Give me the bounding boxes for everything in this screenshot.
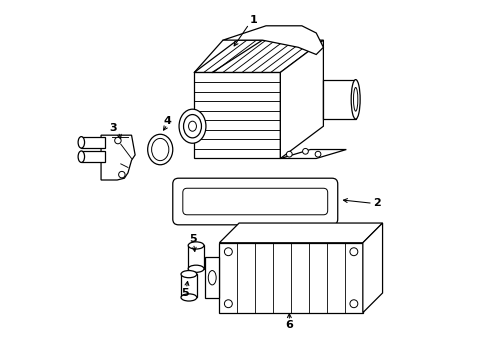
Ellipse shape [224,300,232,308]
Polygon shape [219,223,382,243]
Ellipse shape [188,265,203,273]
Bar [81,136,104,148]
Polygon shape [101,135,135,180]
Polygon shape [280,40,323,158]
Ellipse shape [188,121,196,131]
Ellipse shape [119,171,125,178]
Ellipse shape [147,134,172,165]
Polygon shape [223,26,323,54]
Text: 6: 6 [285,320,293,330]
FancyBboxPatch shape [183,188,327,215]
Ellipse shape [181,294,196,301]
Polygon shape [362,223,382,313]
Text: 5: 5 [181,288,189,298]
Ellipse shape [224,248,232,256]
Polygon shape [194,72,280,158]
Text: 3: 3 [110,123,117,133]
Bar [181,274,196,297]
Ellipse shape [183,114,201,138]
Polygon shape [194,40,323,72]
Ellipse shape [115,137,121,144]
Polygon shape [219,243,362,313]
Bar [81,151,104,162]
Ellipse shape [350,80,360,119]
Ellipse shape [349,300,357,308]
Ellipse shape [78,151,84,162]
Text: 4: 4 [163,116,171,126]
Polygon shape [280,149,346,158]
Ellipse shape [302,148,308,154]
Polygon shape [323,80,355,119]
Ellipse shape [78,136,84,148]
Ellipse shape [151,138,168,161]
Ellipse shape [181,271,196,278]
Bar [188,246,203,269]
Ellipse shape [349,248,357,256]
Ellipse shape [314,151,320,157]
Ellipse shape [179,109,205,143]
Bar [204,257,219,298]
Ellipse shape [208,271,216,285]
Ellipse shape [353,87,357,111]
Text: 2: 2 [372,198,380,208]
Text: 5: 5 [188,234,196,244]
FancyBboxPatch shape [172,178,337,225]
Text: 1: 1 [249,15,257,26]
Ellipse shape [286,151,292,157]
Ellipse shape [188,242,203,249]
